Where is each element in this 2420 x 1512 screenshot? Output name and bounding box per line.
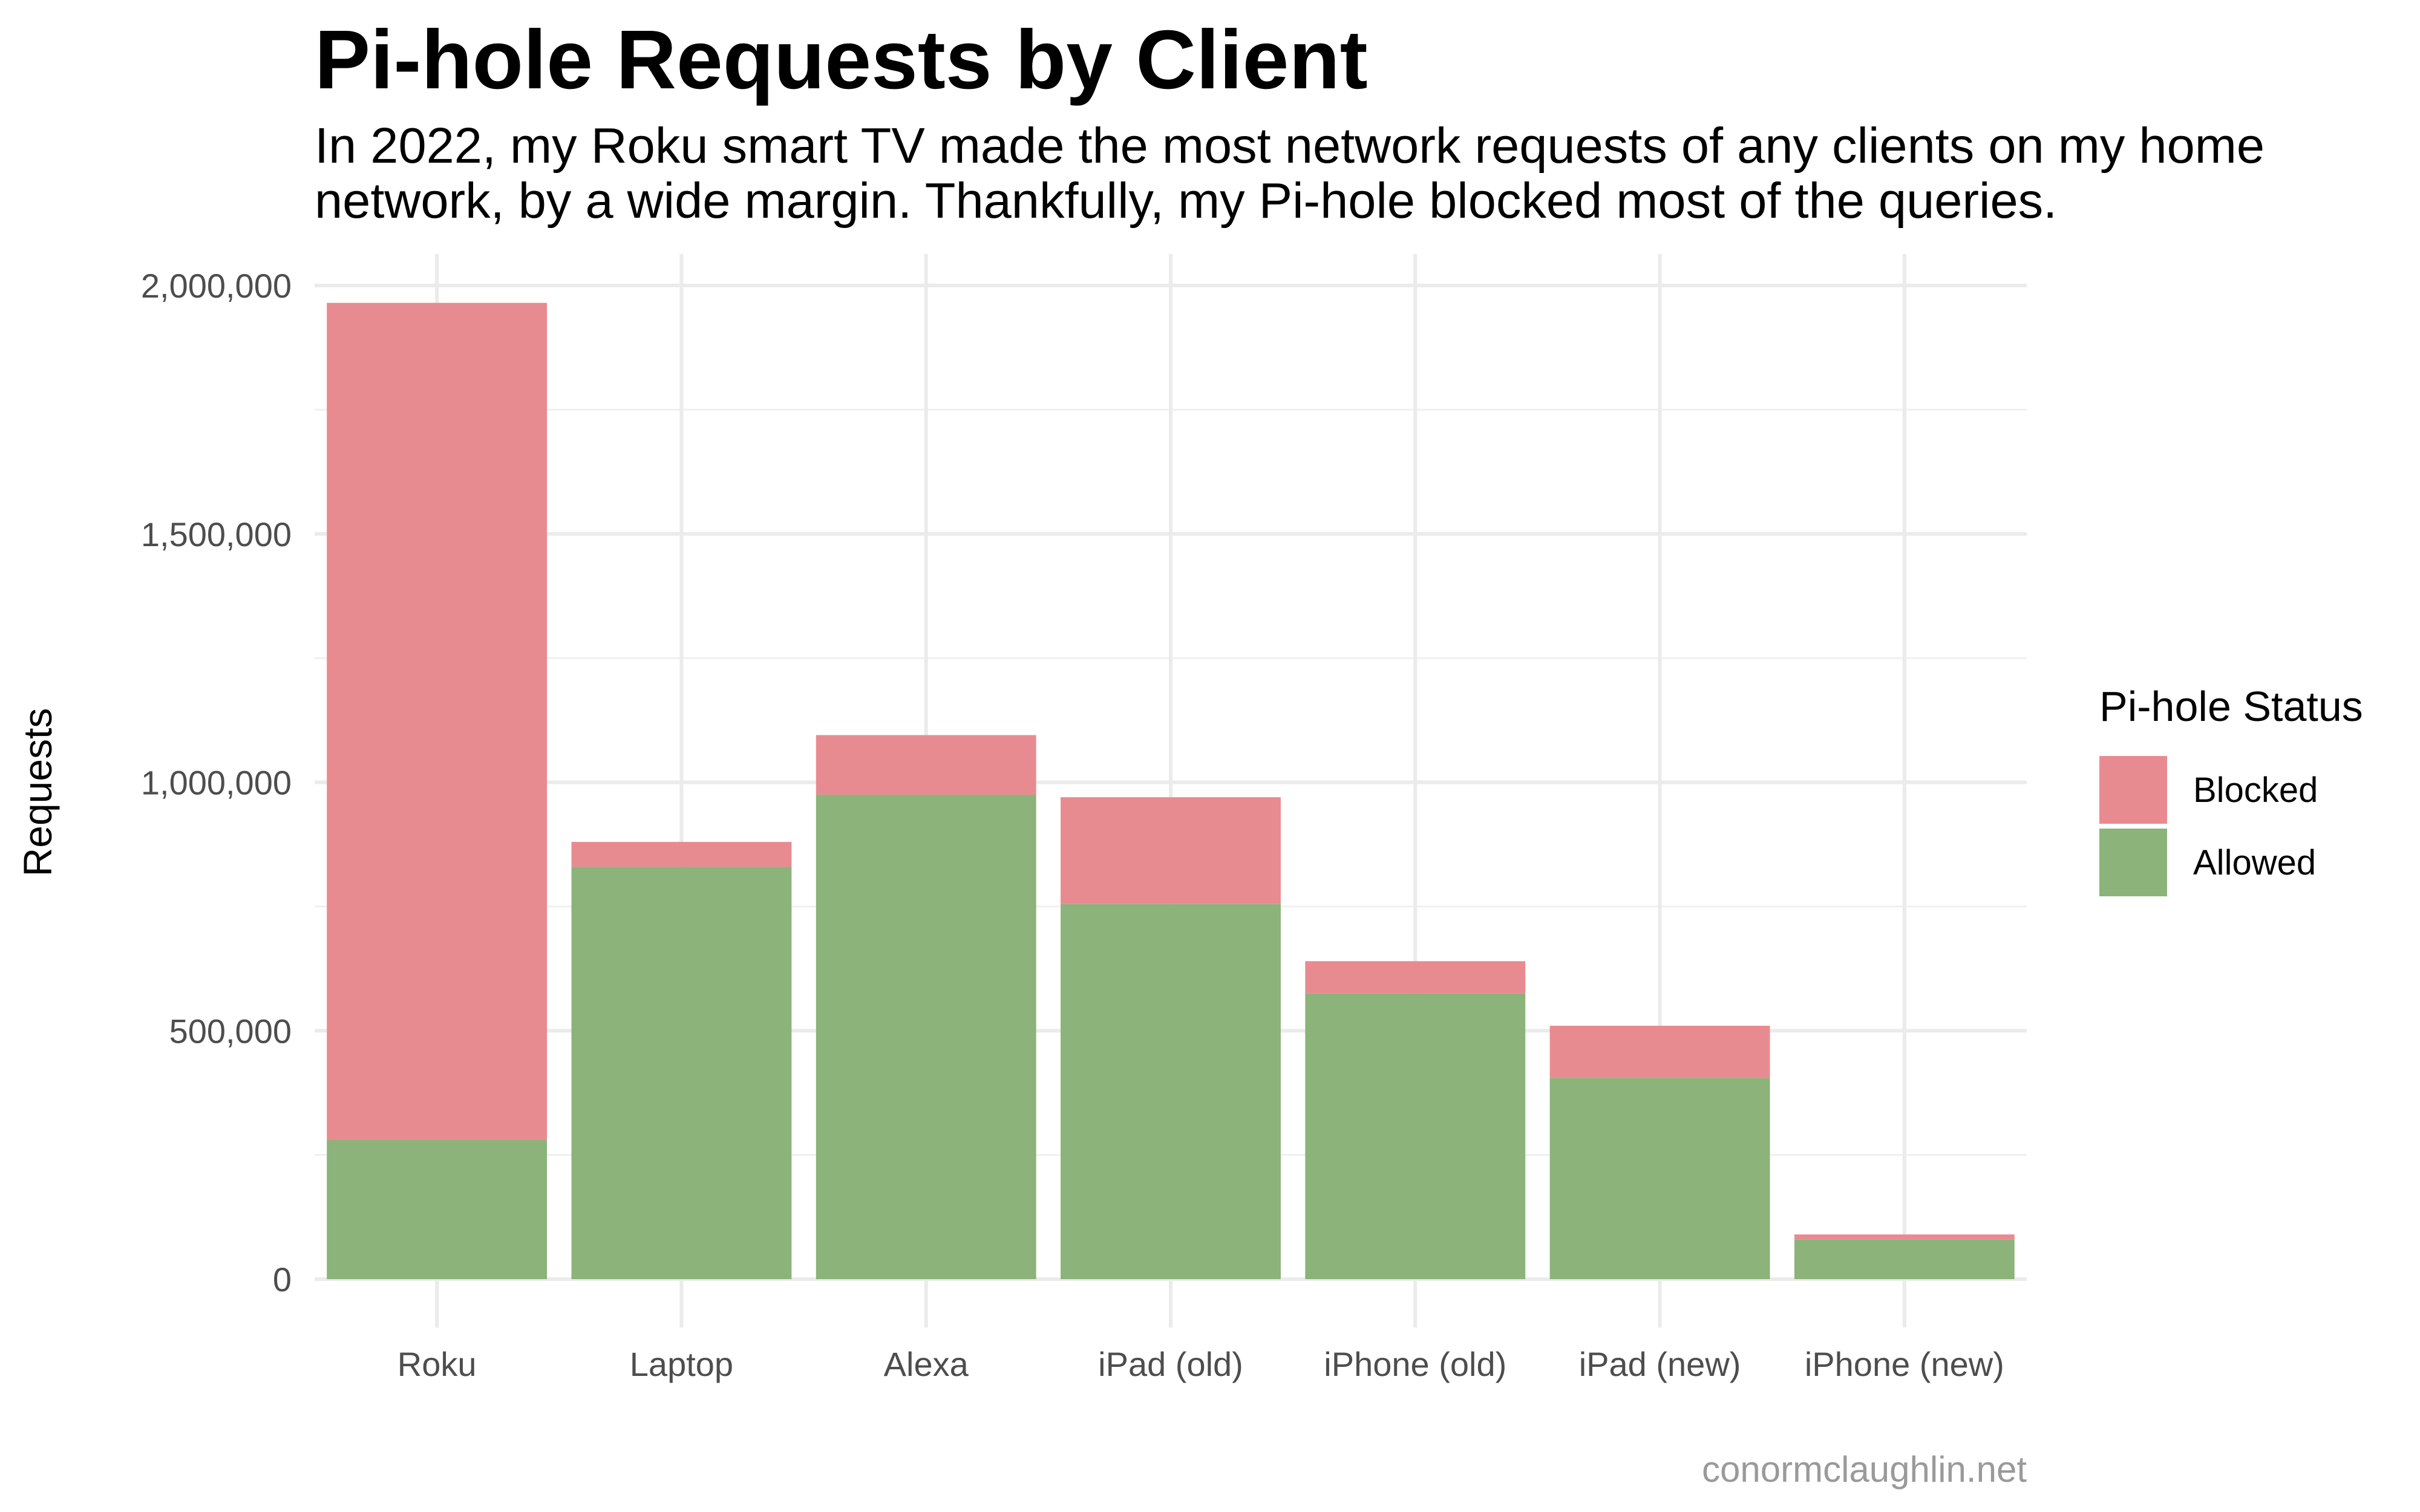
x-tick-label: Laptop: [630, 1345, 733, 1383]
legend-swatch-allowed: [2099, 829, 2167, 896]
y-axis-label: Requests: [15, 708, 60, 877]
chart-title: Pi-hole Requests by Client: [315, 13, 1368, 106]
x-tick-label: iPhone (new): [1805, 1345, 2004, 1383]
y-tick-labels: 0 500,000 1,000,000 1,500,000 2,000,000: [141, 267, 292, 1299]
legend-swatch-blocked: [2099, 756, 2167, 824]
x-tick-label: Roku: [397, 1345, 477, 1383]
legend-label-allowed: Allowed: [2193, 843, 2316, 882]
bar-allowed: [1794, 1239, 2015, 1279]
x-tick-label: Alexa: [884, 1345, 969, 1383]
bar-blocked: [571, 842, 792, 867]
bar-allowed: [816, 795, 1036, 1279]
y-tick-label: 1,000,000: [141, 764, 292, 802]
bar-allowed: [327, 1139, 548, 1279]
bar-blocked: [327, 302, 548, 1140]
y-tick-label: 500,000: [169, 1012, 292, 1050]
bar-blocked: [1549, 1026, 1770, 1078]
bar-allowed: [1549, 1078, 1770, 1279]
x-tick-label: iPad (old): [1098, 1345, 1243, 1383]
x-tick-label: iPad (new): [1579, 1345, 1741, 1383]
y-tick-label: 1,500,000: [141, 515, 292, 553]
chart-subtitle: In 2022, my Roku smart TV made the most …: [315, 117, 2265, 229]
bar-blocked: [816, 735, 1036, 795]
bar-allowed: [571, 867, 792, 1279]
legend-title: Pi-hole Status: [2099, 683, 2363, 730]
x-tick-labels: Roku Laptop Alexa iPad (old) iPhone (old) iPa…: [397, 1345, 2004, 1383]
bars: [327, 302, 2015, 1279]
legend-label-blocked: Blocked: [2193, 771, 2318, 810]
x-tick-label: iPhone (old): [1324, 1345, 1506, 1383]
y-tick-label: 2,000,000: [141, 267, 292, 305]
bar-allowed: [1305, 993, 1526, 1279]
bar-blocked: [1061, 797, 1281, 904]
y-tick-label: 0: [273, 1260, 292, 1299]
bar-allowed: [1061, 904, 1281, 1279]
bar-blocked: [1305, 961, 1526, 994]
bar-blocked: [1794, 1234, 2015, 1240]
source-caption: conormclaughlin.net: [1702, 1449, 2027, 1490]
legend: Pi-hole Status Blocked Allowed: [2099, 683, 2363, 896]
